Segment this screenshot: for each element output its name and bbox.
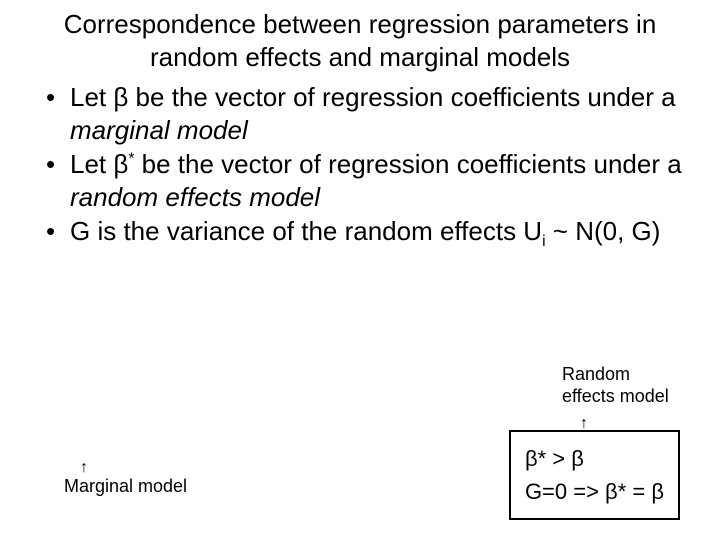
marginal-model-label: Marginal model	[64, 476, 187, 498]
arrow-icon: ↑	[80, 460, 88, 476]
bullet-2-text-b: be the vector of regression coefficients…	[134, 149, 681, 179]
inequality-box: β* > β G=0 => β* = β	[509, 430, 680, 520]
bullet-3: G is the variance of the random effects …	[44, 215, 696, 248]
bullet-1: Let β be the vector of regression coeffi…	[44, 81, 696, 146]
random-effects-label: Random effects model	[562, 364, 672, 407]
bullet-2-em: random effects model	[70, 182, 320, 212]
bullet-3-text-a: G is the variance of the random effects …	[70, 216, 542, 246]
slide-title: Correspondence between regression parame…	[24, 8, 696, 73]
bullet-1-text-a: Let β be the vector of regression coeffi…	[70, 82, 676, 112]
box-line-2: G=0 => β* = β	[525, 475, 664, 508]
bullet-list: Let β be the vector of regression coeffi…	[44, 81, 696, 248]
box-line-1: β* > β	[525, 442, 664, 475]
bullet-3-text-b: ~ N(0, G)	[546, 216, 661, 246]
bullet-2-text-a: Let β	[70, 149, 128, 179]
bullet-1-em: marginal model	[70, 115, 248, 145]
bullet-2: Let β* be the vector of regression coeff…	[44, 148, 696, 213]
